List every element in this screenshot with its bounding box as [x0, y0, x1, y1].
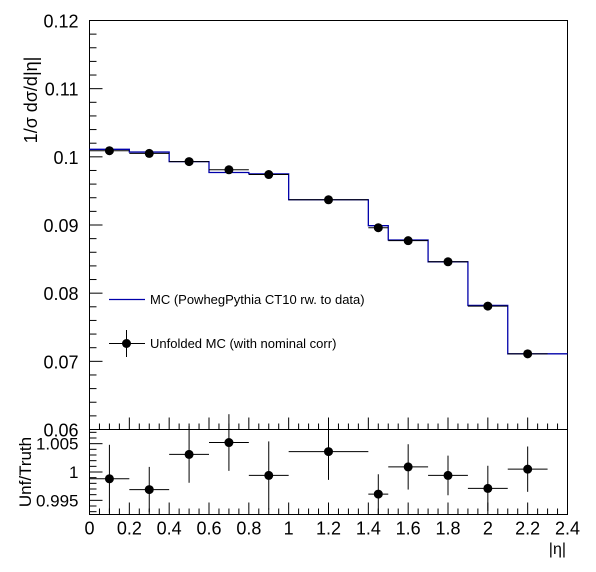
x-tick-label: 1.4	[356, 519, 381, 539]
legend-label-unfolded: Unfolded MC (with nominal corr)	[150, 336, 336, 351]
x-tick-label: 2.2	[515, 519, 540, 539]
mc-histogram	[89, 148, 568, 355]
unfolded-data-point	[209, 165, 249, 175]
ratio-y-tick-label: 0.995	[36, 491, 79, 510]
legend-swatch-unfolded	[109, 330, 145, 357]
main-y-axis: 0.06 0.07 0.08 0.09 0.1 0.11 0.12	[43, 12, 103, 441]
unfolded-data-point	[288, 195, 369, 205]
x-tick-label: 0.2	[117, 519, 142, 539]
unfolded-data-point	[428, 257, 468, 267]
main-y-tick-label: 0.08	[43, 284, 78, 304]
unfolded-data-point	[507, 349, 548, 359]
x-tick-label: 1	[284, 519, 294, 539]
legend-label-mc: MC (PowhegPythia CT10 rw. to data)	[150, 292, 365, 307]
main-y-tick-label: 0.09	[43, 216, 78, 236]
unfolded-data-point	[388, 236, 429, 246]
main-frame	[89, 20, 568, 430]
x-axis-title: |η|	[549, 541, 566, 558]
main-y-axis-title: 1/σ dσ/d|η|	[21, 57, 41, 144]
unfolded-data-point	[89, 146, 130, 156]
ratio-panel: 0.995 1 1.005 0 0.2 0.4 0.6 0.8 1 1.2 1.4 1.6 1.8 2 2…	[16, 414, 580, 558]
x-tick-label: 0.6	[196, 519, 221, 539]
ratio-data-point	[388, 444, 429, 490]
x-tick-label: 0	[84, 519, 94, 539]
ratio-x-axis: 0 0.2 0.4 0.6 0.8 1 1.2 1.4 1.6 1.8 2 2.2 2.4	[84, 502, 580, 539]
ratio-data-point	[248, 441, 289, 510]
x-tick-label: 0.4	[157, 519, 182, 539]
main-y-tick-label: 0.11	[45, 80, 79, 100]
ratio-y-axis-title: Unf/Truth	[16, 437, 35, 507]
ratio-points	[89, 414, 548, 514]
main-y-tick-label: 0.12	[43, 12, 78, 32]
x-tick-label: 1.2	[316, 519, 341, 539]
unfolded-data-point	[368, 223, 389, 233]
main-x-tick-marks	[89, 417, 568, 430]
ratio-data-point	[368, 474, 389, 514]
x-tick-label: 1.6	[396, 519, 421, 539]
ratio-y-axis: 0.995 1 1.005	[36, 431, 103, 513]
x-tick-label: 2	[483, 519, 493, 539]
ratio-y-tick-label: 1	[69, 463, 78, 482]
x-tick-label: 0.8	[236, 519, 261, 539]
ratio-data-point	[209, 414, 249, 471]
unfolded-data-point	[467, 301, 508, 311]
ratio-data-point	[288, 423, 369, 480]
ratio-y-tick-label: 1.005	[36, 435, 79, 454]
ratio-data-point	[169, 426, 209, 483]
main-y-tick-label: 0.1	[53, 148, 78, 168]
unfolded-data-point	[248, 170, 289, 180]
x-tick-label: 2.4	[555, 519, 580, 539]
x-tick-label: 1.8	[435, 519, 460, 539]
main-panel: 0.060.070.080.090.10.110.12 1/σ dσ/d|η| …	[21, 12, 568, 441]
main-y-tick-label: 0.07	[43, 352, 78, 372]
ratio-data-point	[129, 466, 170, 513]
unfolded-data-point	[129, 148, 170, 158]
mc-histogram-line	[89, 148, 568, 355]
ratio-data-point	[507, 446, 548, 492]
unfolded-points	[89, 146, 548, 359]
ratio-data-point	[89, 444, 130, 513]
main-y-tick-label: 0.06	[43, 421, 78, 441]
unfolded-data-point	[169, 157, 209, 167]
legend: MC (PowhegPythia CT10 rw. to data) Unfol…	[109, 292, 365, 357]
ratio-data-point	[428, 455, 468, 496]
